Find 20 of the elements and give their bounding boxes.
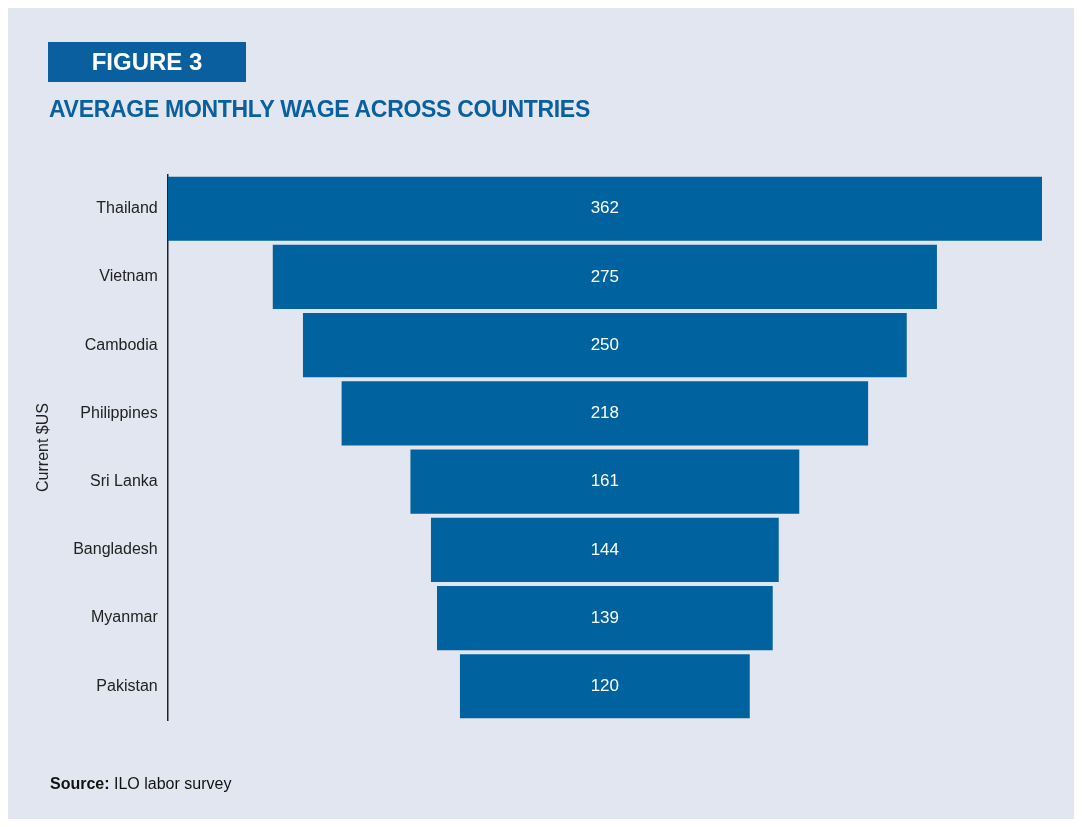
data-label: 161 xyxy=(590,471,620,491)
category-label: Vietnam xyxy=(99,267,158,285)
category-label: Sri Lanka xyxy=(90,472,158,490)
text: Current $US xyxy=(34,403,52,492)
data-label: 144 xyxy=(590,539,620,559)
data-label: 275 xyxy=(590,266,620,286)
data-label: 120 xyxy=(590,675,620,695)
text: AVERAGE MONTHLY WAGE ACROSS COUNTRIES xyxy=(49,96,590,123)
data-label: 250 xyxy=(590,334,620,354)
category-label: Cambodia xyxy=(84,335,158,353)
caption: FIGURE 3 xyxy=(48,42,246,82)
category-label: Bangladesh xyxy=(73,540,158,558)
data-label: 139 xyxy=(590,607,620,627)
source-note: Source: ILO labor survey xyxy=(50,775,232,792)
data-label: 362 xyxy=(590,198,620,218)
category-label: Pakistan xyxy=(96,676,158,694)
category-label: Myanmar xyxy=(91,608,159,626)
category-label: Thailand xyxy=(96,199,158,217)
category-label: Philippines xyxy=(80,403,158,421)
data-label: 218 xyxy=(590,403,620,423)
